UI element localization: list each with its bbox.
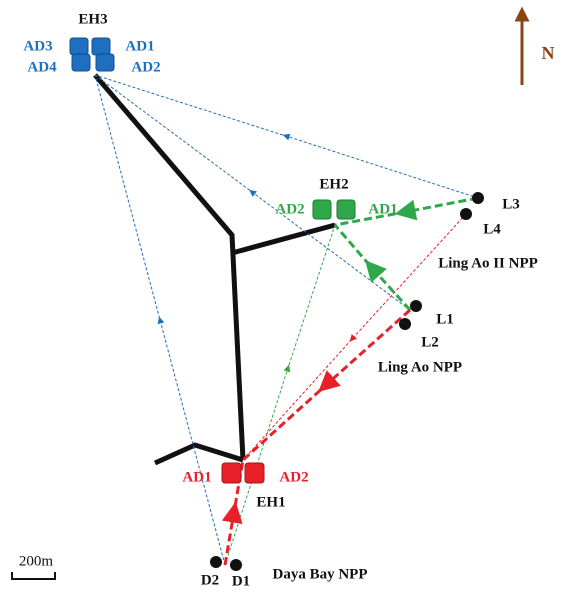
detector-label: AD2	[279, 469, 308, 485]
detector-label: AD1	[368, 201, 397, 217]
plant-label: Ling Ao II NPP	[438, 255, 538, 271]
scale-bar	[11, 572, 56, 580]
core-label: L2	[421, 334, 439, 350]
detector-label: AD1	[125, 38, 154, 54]
hall-label: EH2	[319, 176, 348, 192]
plant-label: Ling Ao NPP	[378, 359, 462, 375]
baselines	[94, 74, 479, 566]
detector-label: AD3	[23, 38, 52, 54]
plant-label: Daya Bay NPP	[273, 566, 368, 582]
scale-label: 200m	[19, 553, 54, 569]
detector-label: AD1	[182, 469, 211, 485]
hall-label: EH1	[256, 494, 285, 510]
core-label: L4	[483, 221, 501, 237]
compass-label: N	[542, 43, 555, 63]
core-label: D2	[201, 572, 219, 588]
tunnels	[93, 73, 336, 466]
detector-label: AD2	[131, 59, 160, 75]
reactor-cores	[210, 192, 484, 571]
core-label: L1	[436, 311, 454, 327]
detectors	[69, 37, 356, 484]
core-label: D1	[232, 573, 250, 589]
detector-label: AD2	[275, 201, 304, 217]
core-label: L3	[502, 196, 520, 212]
hall-label: EH3	[78, 11, 107, 27]
detector-label: AD4	[27, 59, 57, 75]
